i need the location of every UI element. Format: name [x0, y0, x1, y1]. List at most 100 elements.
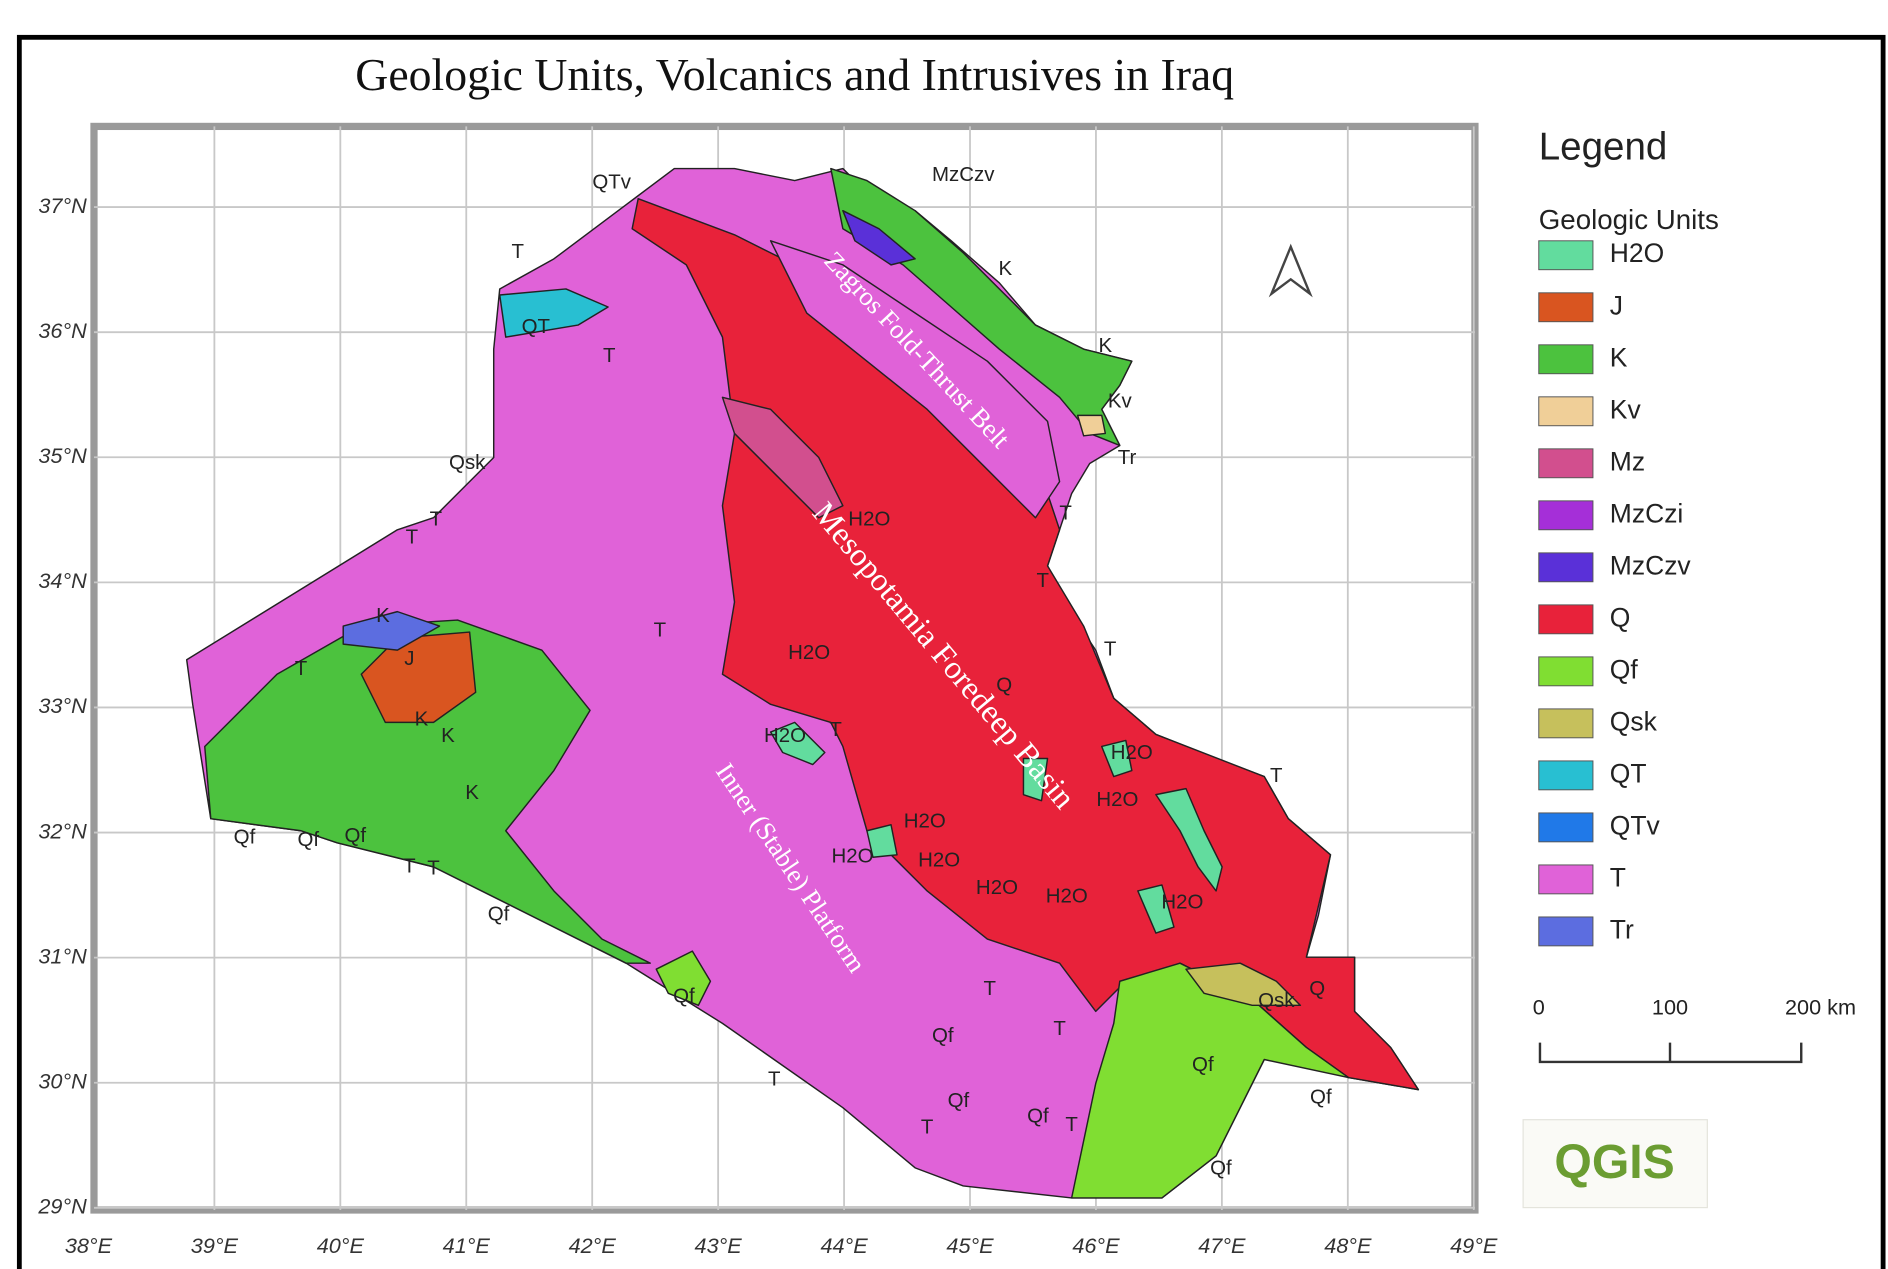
- legend-swatch: [1538, 292, 1594, 323]
- longitude-label: 43°E: [695, 1233, 743, 1258]
- unit-label: Tr: [1118, 446, 1137, 469]
- unit-label: T: [512, 240, 525, 263]
- latitude-label: 30°N: [38, 1068, 87, 1093]
- longitude-label: 49°E: [1450, 1233, 1498, 1258]
- unit-label: T: [603, 344, 616, 367]
- unit-polygon: [1185, 962, 1302, 1007]
- legend-label: MzCzi: [1610, 498, 1684, 528]
- unit-label: H2O: [918, 848, 960, 871]
- unit-label: Qf: [932, 1024, 954, 1047]
- unit-polygon: [655, 950, 712, 1007]
- unit-label: K: [465, 781, 479, 804]
- map-title: Geologic Units, Volcanics and Intrusives…: [355, 49, 1234, 100]
- legend-swatch: [1538, 656, 1594, 687]
- unit-labels: QTv MzCzv T QT T Qsk T T K K Kv Tr T T H…: [234, 163, 1332, 1179]
- legend-label: Qsk: [1610, 706, 1658, 736]
- unit-label: H2O: [788, 641, 830, 664]
- unit-label: T: [921, 1116, 934, 1139]
- unit-label: T: [984, 977, 997, 1000]
- legend-swatch: [1538, 344, 1594, 375]
- unit-label: T: [403, 854, 416, 877]
- latitude-label: 34°N: [38, 568, 87, 593]
- unit-label: T: [1053, 1017, 1066, 1040]
- unit-label: T: [768, 1067, 781, 1090]
- legend-label: MzCzv: [1610, 550, 1692, 580]
- latitude-label: 35°N: [38, 443, 87, 468]
- legend-label: Q: [1610, 602, 1631, 632]
- unit-polygon: [769, 721, 826, 766]
- legend-label: J: [1610, 290, 1623, 320]
- legend-swatch: [1538, 760, 1594, 791]
- latitude-label: 33°N: [38, 693, 87, 718]
- legend-swatch: [1538, 604, 1594, 635]
- unit-polygon: [866, 824, 898, 858]
- unit-label: T: [406, 526, 419, 549]
- unit-label: Qsk: [1258, 989, 1295, 1012]
- qgis-logo: QGIS: [1554, 1135, 1674, 1189]
- legend-title: Legend: [1539, 125, 1668, 168]
- unit-polygon: [1100, 739, 1133, 778]
- unit-label: QT: [522, 315, 551, 338]
- unit-label: MzCzv: [932, 163, 995, 186]
- unit-polygon: [1076, 414, 1107, 437]
- legend-label: H2O: [1610, 238, 1664, 268]
- legend-swatch: [1538, 500, 1594, 531]
- unit-label: Qf: [344, 824, 366, 847]
- unit-label: Qf: [488, 902, 510, 925]
- unit-polygon: [204, 619, 651, 964]
- unit-label: QTv: [592, 170, 631, 193]
- north-arrow: [1268, 243, 1313, 298]
- unit-label: K: [441, 724, 455, 747]
- latitude-label: 36°N: [38, 318, 87, 343]
- longitude-label: 41°E: [443, 1233, 491, 1258]
- latitude-label: 32°N: [38, 818, 87, 843]
- unit-label: T: [1065, 1113, 1078, 1136]
- legend-label: K: [1610, 342, 1628, 372]
- unit-polygon: [769, 240, 1061, 519]
- longitude-label: 46°E: [1072, 1233, 1120, 1258]
- unit-label: H2O: [1161, 890, 1203, 913]
- unit-label: Qf: [1027, 1105, 1049, 1128]
- legend-swatch: [1538, 916, 1594, 947]
- legend-label: Tr: [1610, 914, 1634, 944]
- unit-label: T: [654, 618, 667, 641]
- unit-label: T: [295, 657, 308, 680]
- unit-label: T: [427, 857, 440, 880]
- unit-label: T: [1059, 502, 1072, 525]
- unit-label: Kv: [1108, 390, 1133, 413]
- legend-swatch: [1538, 448, 1594, 479]
- longitude-label: 38°E: [65, 1233, 113, 1258]
- unit-label: H2O: [1046, 884, 1088, 907]
- latitude-label: 31°N: [38, 943, 87, 968]
- legend: H2O JK Kv Mz MzCzi MzCzv Q Qf Qsk QT QTv T Tr: [1538, 238, 1692, 947]
- unit-label: Q: [996, 674, 1012, 697]
- longitude-label: 45°E: [946, 1233, 994, 1258]
- unit-label: Qsk: [449, 451, 486, 474]
- legend-swatch: [1538, 708, 1594, 739]
- unit-label: K: [999, 257, 1013, 280]
- unit-label: Qf: [948, 1089, 970, 1112]
- frame: [16, 34, 1886, 1269]
- legend-label: T: [1610, 862, 1626, 892]
- unit-label: K: [376, 604, 390, 627]
- legend-swatch: [1538, 396, 1594, 427]
- legend-label: Kv: [1610, 394, 1642, 424]
- unit-label: H2O: [976, 876, 1018, 899]
- unit-label: H2O: [848, 508, 890, 531]
- scale-label: 0: [1533, 995, 1545, 1020]
- unit-label: T: [430, 508, 443, 531]
- unit-polygon: [342, 610, 441, 651]
- unit-label: Qf: [1192, 1053, 1214, 1076]
- unit-polygon: [1137, 884, 1175, 934]
- unit-label: Qf: [1210, 1156, 1232, 1179]
- unit-label: J: [404, 647, 414, 670]
- coordinate-labels: 38°E 39°E 40°E 41°E 42°E 43°E 44°E 45°E 46°E 47°E…: [37, 193, 1498, 1258]
- unit-label: H2O: [764, 724, 806, 747]
- unit-label: T: [829, 718, 842, 741]
- legend-swatch: [1538, 864, 1594, 895]
- longitude-label: 48°E: [1324, 1233, 1372, 1258]
- longitude-label: 40°E: [317, 1233, 365, 1258]
- unit-label: H2O: [904, 810, 946, 833]
